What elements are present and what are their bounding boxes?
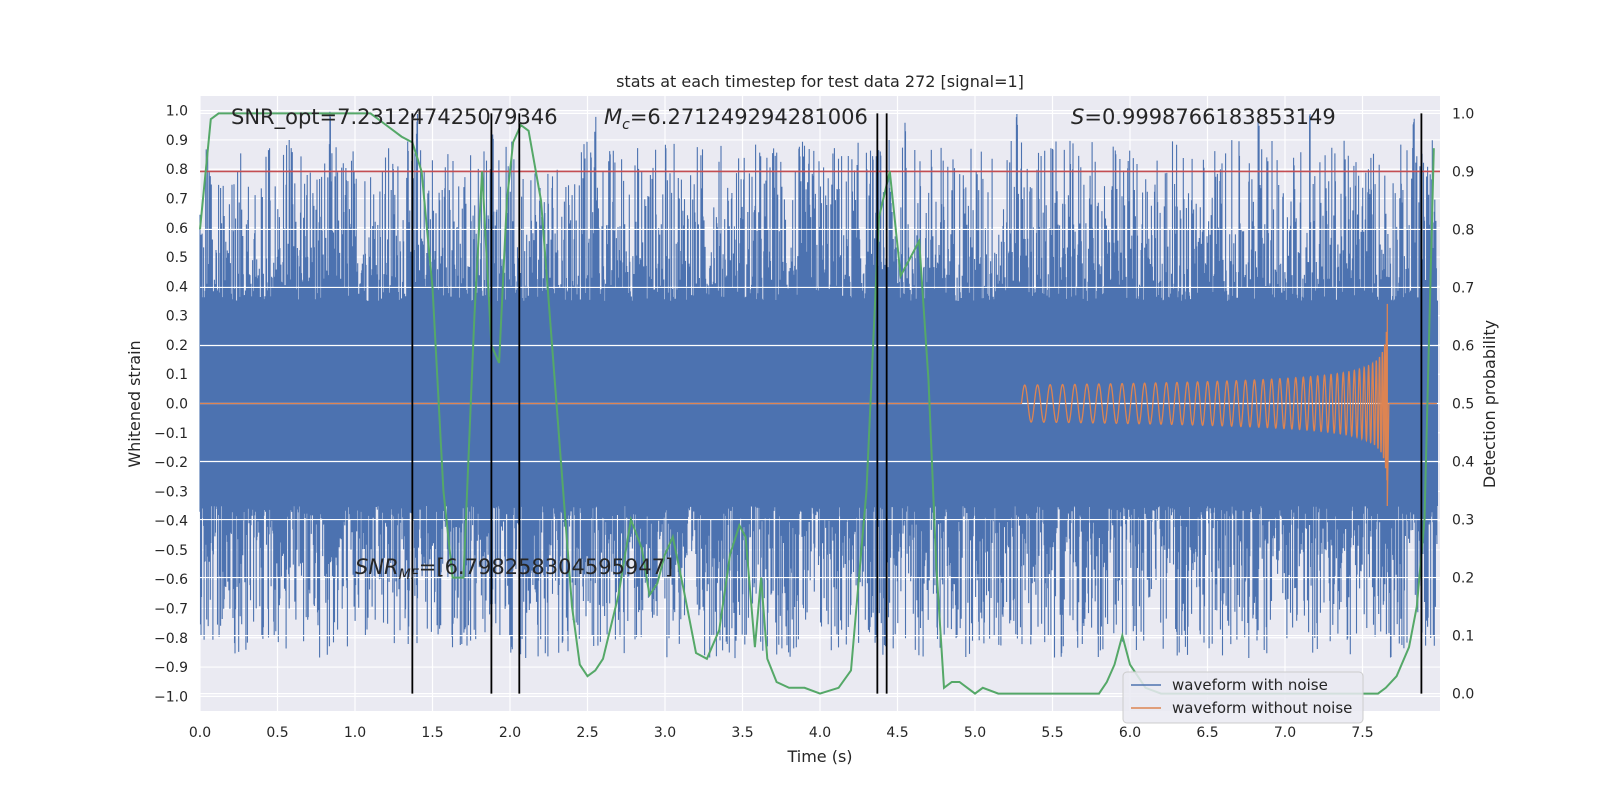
tick-labels: 0.0 0.5 1.0 1.5 2.0 2.5 3.0 3.5 4.0 4.5 5.0 5.5 6.0 6…: [154, 104, 1474, 741]
y-tick-label: −0.6: [154, 572, 188, 588]
y2-tick-label: 0.1: [1452, 629, 1474, 645]
snr-mf-value: =[6.798258304595947]: [419, 555, 673, 579]
y2-axis-label: Detection probability: [1480, 320, 1499, 488]
y-tick-label: 0.6: [166, 221, 188, 237]
y2-tick-label: 1.0: [1452, 106, 1474, 122]
x-axis-label: Time (s): [786, 747, 852, 766]
y2-tick-label: 0.7: [1452, 280, 1474, 296]
y2-tick-label: 0.5: [1452, 397, 1474, 413]
x-tick-label: 4.5: [886, 725, 908, 741]
x-tick-label: 7.5: [1351, 725, 1373, 741]
legend-label-noise: waveform with noise: [1172, 676, 1328, 694]
snr-mf-annotation: SNRMF=[6.798258304595947]: [355, 555, 673, 583]
x-tick-label: 5.0: [964, 725, 986, 741]
y2-tick-label: 0.2: [1452, 571, 1474, 587]
chirp-trace: [200, 303, 1437, 507]
x-tick-label: 3.0: [654, 725, 676, 741]
x-tick-label: 2.0: [499, 725, 521, 741]
y2-tick-label: 0.3: [1452, 513, 1474, 529]
y2-tick-label: 0.8: [1452, 222, 1474, 238]
x-tick-label: 0.0: [189, 725, 211, 741]
snr-opt-annotation: SNR_opt=7.231247425079346: [231, 105, 558, 130]
mc-subscript: c: [622, 117, 630, 133]
y-tick-label: −0.5: [154, 543, 188, 559]
y-tick-label: 0.4: [166, 279, 188, 295]
s-annotation: S=0.9998766183853149: [1071, 105, 1336, 129]
mc-value: =6.271249294281006: [630, 105, 868, 129]
legend-label-clean: waveform without noise: [1172, 699, 1352, 717]
chart-title: stats at each timestep for test data 272…: [616, 72, 1024, 91]
y-tick-label: 0.5: [166, 250, 188, 266]
x-tick-label: 4.0: [809, 725, 831, 741]
y-tick-label: 0.7: [166, 192, 188, 208]
legend-box: [1122, 671, 1364, 724]
y-tick-label: −0.4: [154, 514, 188, 530]
s-symbol: S: [1071, 105, 1084, 129]
y-tick-label: 0.1: [166, 367, 188, 383]
x-tick-label: 2.5: [576, 725, 598, 741]
x-tick-label: 5.5: [1041, 725, 1063, 741]
y2-tick-label: 0.6: [1452, 338, 1474, 354]
probability-series: [199, 112, 1435, 695]
y-tick-label: −0.2: [154, 455, 188, 471]
x-tick-label: 1.0: [344, 725, 366, 741]
snr-mf-symbol: SNR: [355, 555, 399, 579]
x-tick-label: 0.5: [266, 725, 288, 741]
y2-tick-label: 0.4: [1452, 455, 1474, 471]
snr-mf-subscript: MF: [399, 567, 420, 583]
x-tick-label: 1.5: [421, 725, 443, 741]
x-tick-label: 6.0: [1119, 725, 1141, 741]
y-tick-label: −0.3: [154, 484, 188, 500]
x-tick-label: 7.0: [1274, 725, 1296, 741]
y-tick-label: 0.0: [166, 397, 188, 413]
y2-tick-label: 0.9: [1452, 164, 1474, 180]
y-tick-label: 1.0: [166, 104, 188, 120]
mc-symbol: M: [604, 105, 622, 129]
x-tick-label: 3.5: [731, 725, 753, 741]
y-tick-label: 0.9: [166, 133, 188, 149]
y-tick-label: 0.3: [166, 309, 188, 325]
legend: waveform with noise waveform without noi…: [1122, 671, 1364, 724]
probability-line: [199, 112, 1435, 695]
s-value: =0.9998766183853149: [1084, 105, 1335, 129]
chirp-series: [200, 303, 1437, 507]
mc-annotation: Mc=6.271249294281006: [604, 105, 868, 133]
y-tick-label: −0.7: [154, 602, 188, 618]
x-tick-label: 6.5: [1196, 725, 1218, 741]
y-tick-label: −0.9: [154, 660, 188, 676]
y-tick-label: 0.8: [166, 162, 188, 178]
vertical-markers: [411, 113, 1423, 694]
y-tick-label: −0.8: [154, 631, 188, 647]
y-tick-label: −1.0: [154, 689, 188, 705]
y-axis-label: Whitened strain: [125, 340, 144, 467]
y-tick-label: −0.1: [154, 426, 188, 442]
y2-tick-label: 0.0: [1452, 687, 1474, 703]
y-tick-label: 0.2: [166, 338, 188, 354]
